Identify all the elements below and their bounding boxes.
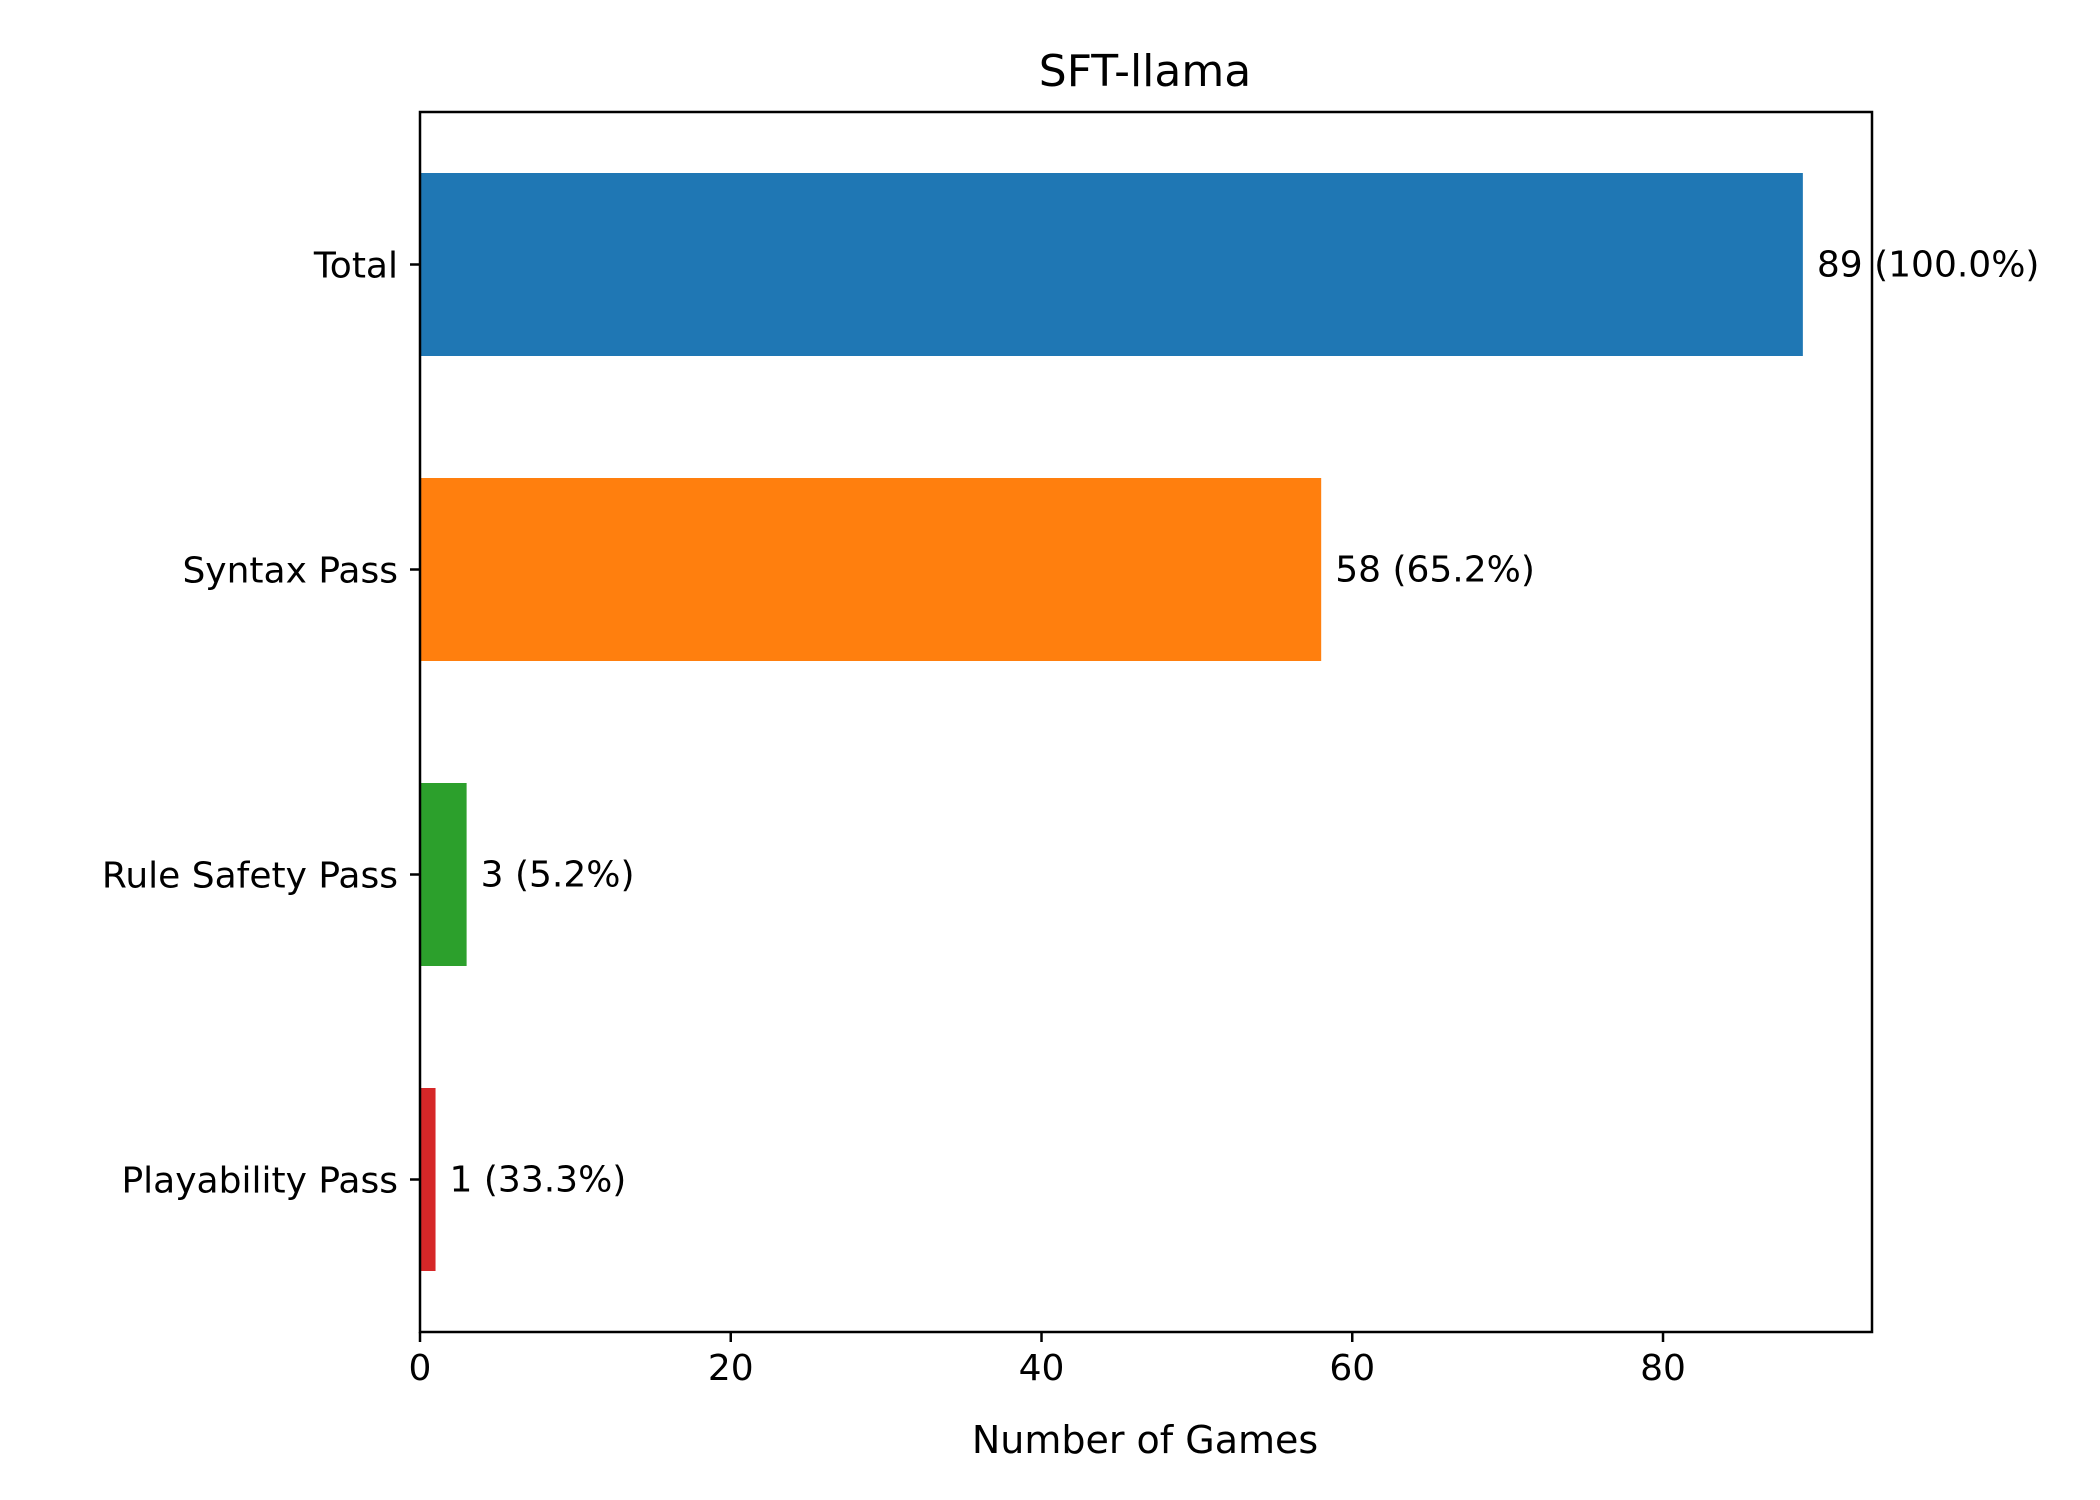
x-tick-label-60: 60 — [1329, 1348, 1375, 1389]
data-label-rule-safety-pass: 3 (5.2%) — [481, 855, 635, 896]
x-axis-label: Number of Games — [972, 1418, 1318, 1462]
x-tick-labels: 0 20 40 60 80 — [409, 1332, 1686, 1389]
data-label-syntax-pass: 58 (65.2%) — [1335, 550, 1535, 591]
x-tick-label-40: 40 — [1019, 1348, 1065, 1389]
x-tick-label-80: 80 — [1640, 1348, 1686, 1389]
y-tick-label-syntax-pass: Syntax Pass — [182, 551, 398, 592]
y-tick-label-rule-safety-pass: Rule Safety Pass — [102, 856, 398, 897]
data-label-playability-pass: 1 (33.3%) — [450, 1160, 627, 1201]
bars-group — [420, 173, 1803, 1271]
y-tick-label-playability-pass: Playability Pass — [121, 1161, 398, 1202]
x-tick-label-20: 20 — [708, 1348, 754, 1389]
plot-frame — [418, 110, 1874, 1334]
x-tick-label-0: 0 — [409, 1348, 432, 1389]
bar-playability-pass — [420, 1088, 436, 1271]
bar-rule-safety-pass — [420, 783, 467, 966]
bar-syntax-pass — [420, 478, 1322, 661]
y-tick-label-total: Total — [313, 246, 398, 287]
chart-title: SFT-llama — [1039, 46, 1251, 97]
data-labels: 89 (100.0%) 58 (65.2%) 3 (5.2%) 1 (33.3%) — [450, 245, 2040, 1201]
bar-total — [420, 173, 1803, 356]
y-tick-labels: Total Syntax Pass Rule Safety Pass Playabil… — [102, 246, 420, 1202]
data-label-total: 89 (100.0%) — [1817, 245, 2040, 286]
